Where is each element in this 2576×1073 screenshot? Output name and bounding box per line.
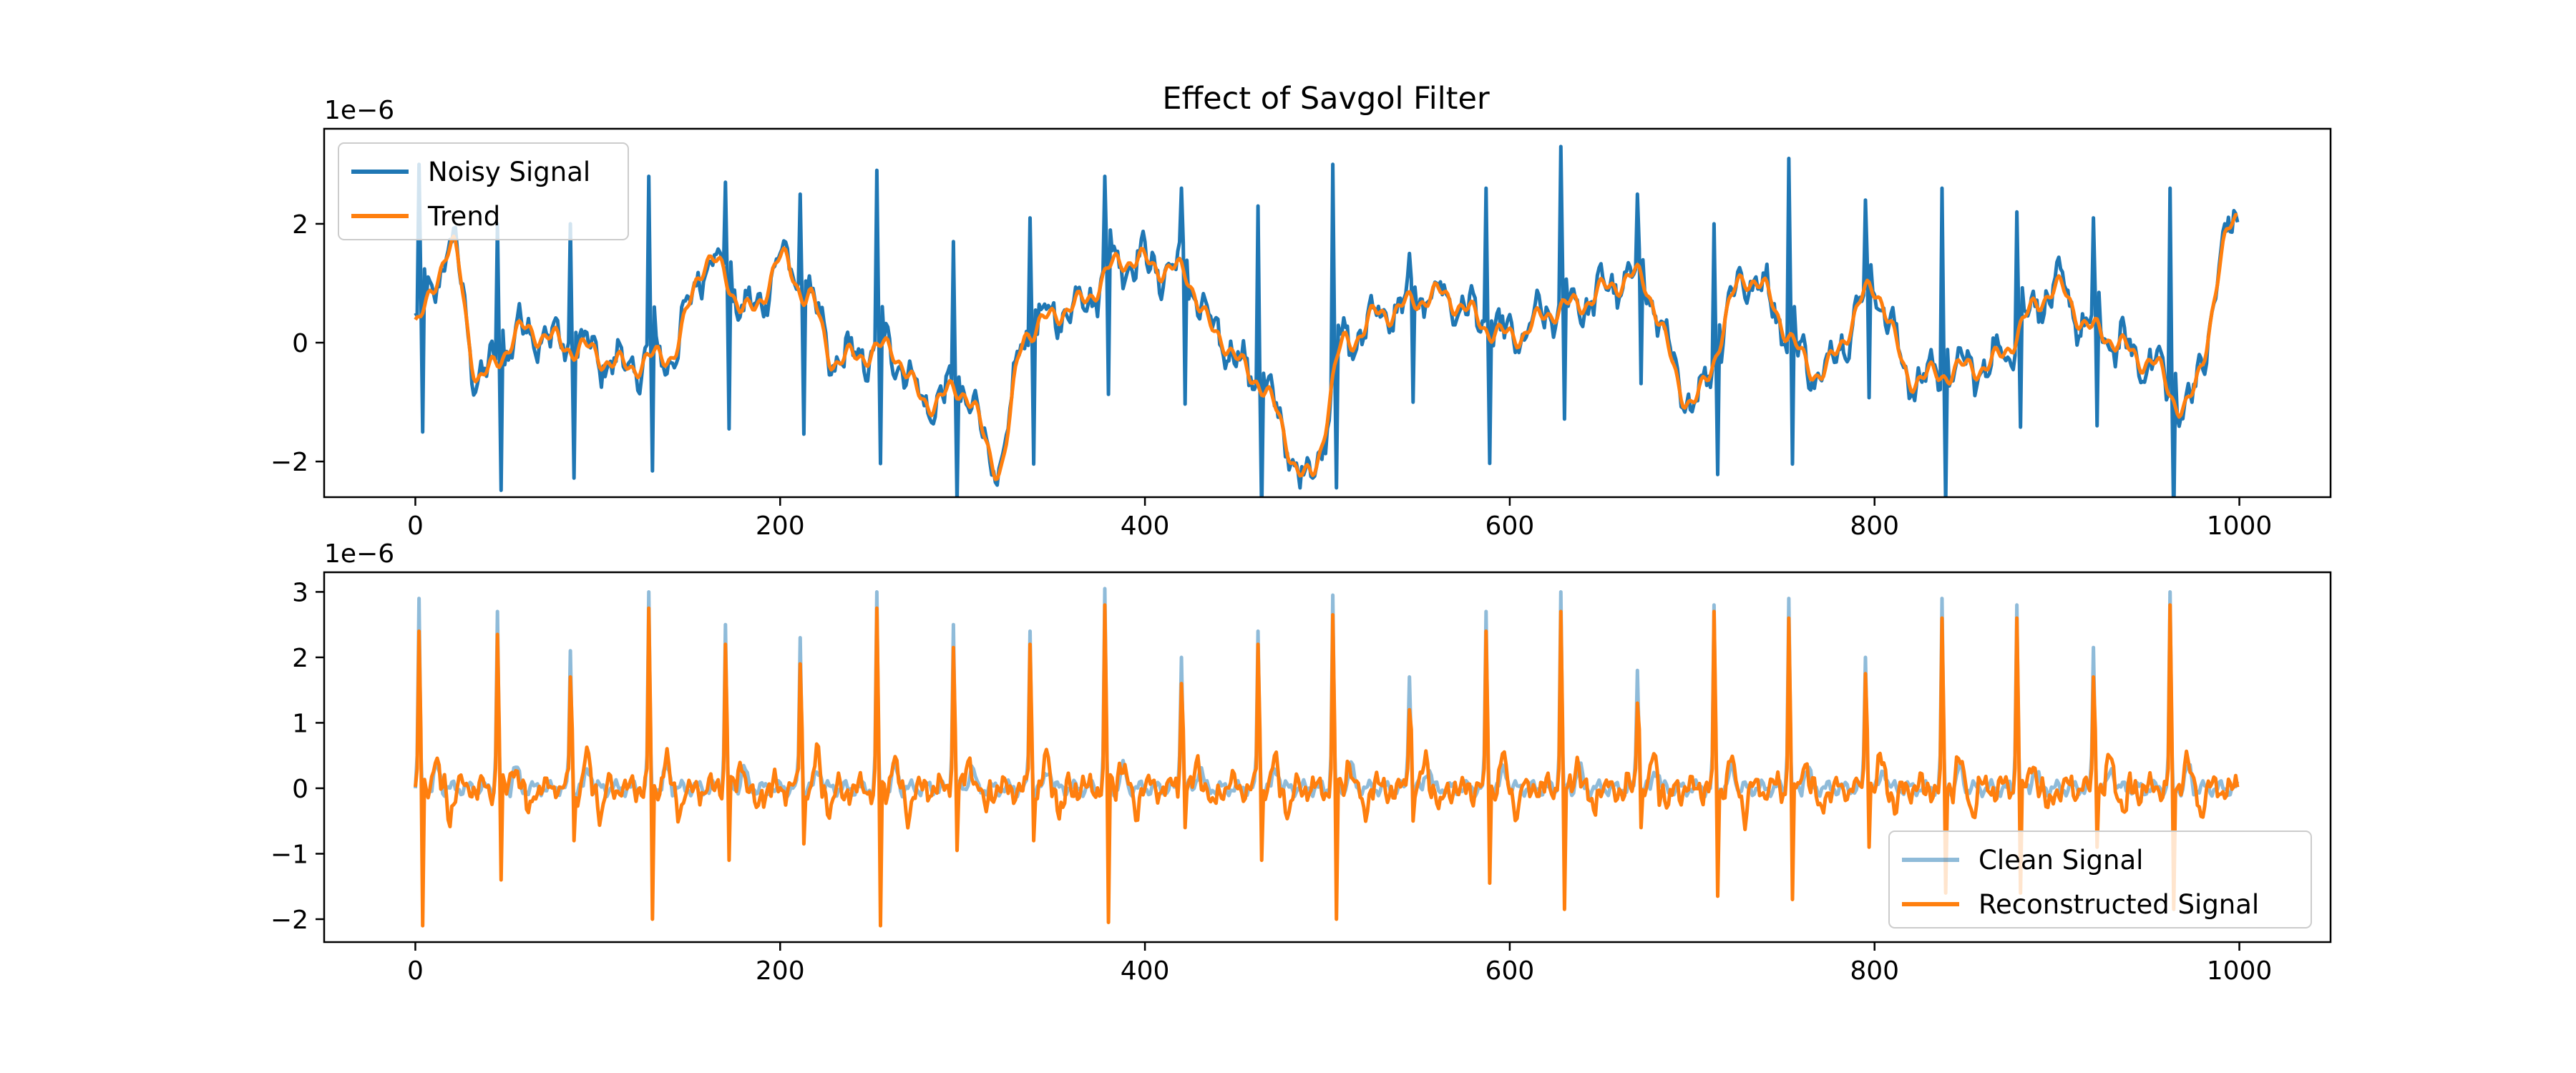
- series-group: [414, 587, 2240, 928]
- y-tick-label: 2: [292, 644, 308, 673]
- x-tick-label: 1000: [2207, 956, 2273, 986]
- y-tick-label: 0: [292, 329, 308, 358]
- x-tick-label: 400: [1121, 511, 1170, 541]
- y-offset-label: 1e−6: [324, 539, 394, 569]
- y-tick-label: 1: [292, 709, 308, 738]
- x-tick-label: 200: [756, 511, 805, 541]
- figure-title: Effect of Savgol Filter: [1162, 81, 1490, 117]
- y-tick-label: −2: [270, 906, 308, 935]
- y-tick-label: 0: [292, 775, 308, 804]
- x-tick-label: 800: [1850, 511, 1899, 541]
- legend: Noisy Signal Trend: [338, 142, 629, 240]
- y-tick-label: −1: [270, 840, 308, 869]
- x-tick-label: 0: [407, 511, 424, 541]
- x-tick-label: 600: [1485, 956, 1535, 986]
- x-tick-label: 200: [756, 956, 805, 986]
- legend: Clean Signal Reconstructed Signal: [1888, 831, 2312, 929]
- x-tick-label: 800: [1850, 956, 1899, 986]
- legend-label: Clean Signal: [1979, 845, 2143, 876]
- legend-label: Reconstructed Signal: [1979, 889, 2259, 920]
- series-line-reconstructed-signal: [414, 603, 2240, 928]
- y-offset-label: 1e−6: [324, 96, 394, 125]
- series-group: [414, 144, 2240, 497]
- axes-frame: [323, 571, 2332, 944]
- x-tick-label: 0: [407, 956, 424, 986]
- x-tick-label: 400: [1121, 956, 1170, 986]
- x-tick-label: 600: [1485, 511, 1535, 541]
- bottom-panel: 0 200 400 600 800 1000 −2 −1 0 1 2 3 1e−6 Clean Signa…: [270, 539, 2332, 986]
- legend-label: Trend: [427, 201, 500, 232]
- legend-label: Noisy Signal: [428, 157, 590, 187]
- axes-frame: [323, 127, 2332, 499]
- y-tick-label: −2: [270, 448, 308, 477]
- top-panel: 0 200 400 600 800 1000 −2 0 2 1e−6 Noisy Signal Tre…: [270, 96, 2332, 541]
- y-tick-label: 2: [292, 210, 308, 240]
- x-tick-label: 1000: [2207, 511, 2273, 541]
- y-tick-label: 3: [292, 578, 308, 607]
- series-line-trend: [414, 212, 2238, 481]
